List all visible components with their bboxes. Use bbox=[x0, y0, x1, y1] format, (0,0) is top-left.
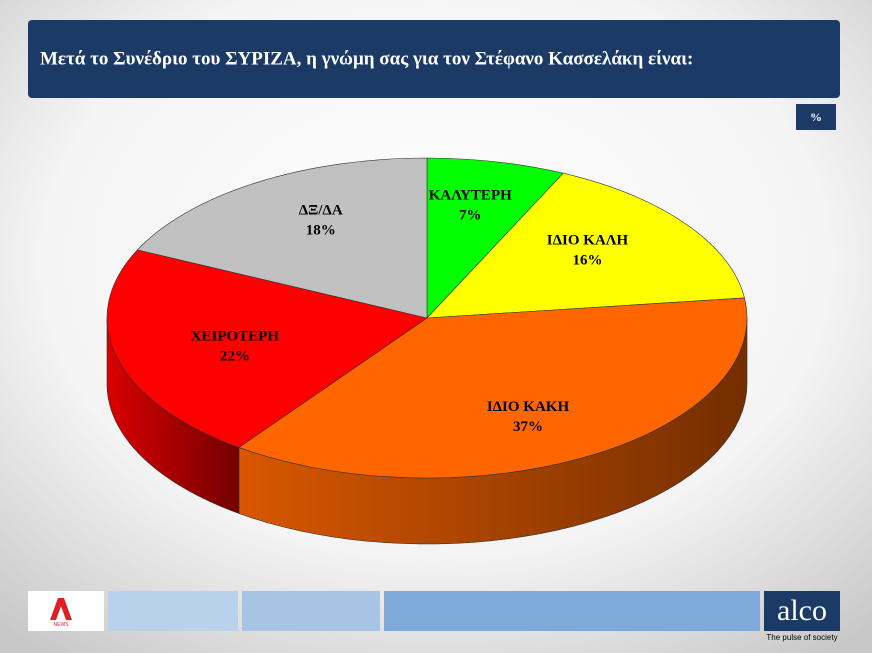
title: Μετά το Συνέδριο του ΣΥΡΙΖΑ, η γνώμη σας… bbox=[40, 48, 693, 69]
footer-box bbox=[108, 591, 238, 631]
title-bar bbox=[28, 20, 840, 98]
news-logo-text: NEWS bbox=[54, 622, 70, 628]
pie-slice bbox=[426, 157, 564, 319]
slice-value-label: 7% bbox=[459, 208, 482, 224]
footer-box bbox=[242, 591, 380, 631]
slice-label: ΚΑΛΥΤΕΡΗ bbox=[429, 188, 512, 204]
slice-value-label: 37% bbox=[513, 419, 543, 435]
slice-value-label: 22% bbox=[220, 349, 250, 365]
slice-label: ΧΕΙΡΟΤΕΡΗ bbox=[191, 329, 280, 345]
pie-chart: ΚΑΛΥΤΕΡΗ 7% ΙΔΙΟ ΚΑΛΗ 16% ΙΔΙΟ ΚΑΚΗ 37% ΧΕΙΡΟΤ… bbox=[106, 157, 748, 545]
pie-slice bbox=[136, 157, 428, 319]
news-logo-icon bbox=[50, 598, 72, 620]
pie-slice bbox=[426, 172, 745, 319]
unit-badge bbox=[796, 104, 836, 130]
footer: NEWS alco The pulse of society bbox=[28, 591, 840, 642]
tagline: The pulse of society bbox=[766, 633, 837, 642]
slice-label: ΔΞ/ΔΑ bbox=[299, 203, 343, 219]
slice-label: ΙΔΙΟ ΚΑΚΗ bbox=[487, 399, 570, 415]
pie-slice bbox=[238, 297, 748, 479]
brand: alco bbox=[777, 594, 827, 627]
unit-badge-text: % bbox=[810, 110, 822, 124]
slice-label: ΙΔΙΟ ΚΑΛΗ bbox=[547, 232, 629, 248]
slice-value-label: 16% bbox=[573, 252, 603, 268]
brand-box bbox=[764, 591, 840, 631]
footer-box bbox=[384, 591, 760, 631]
slice-value-label: 18% bbox=[306, 223, 336, 239]
